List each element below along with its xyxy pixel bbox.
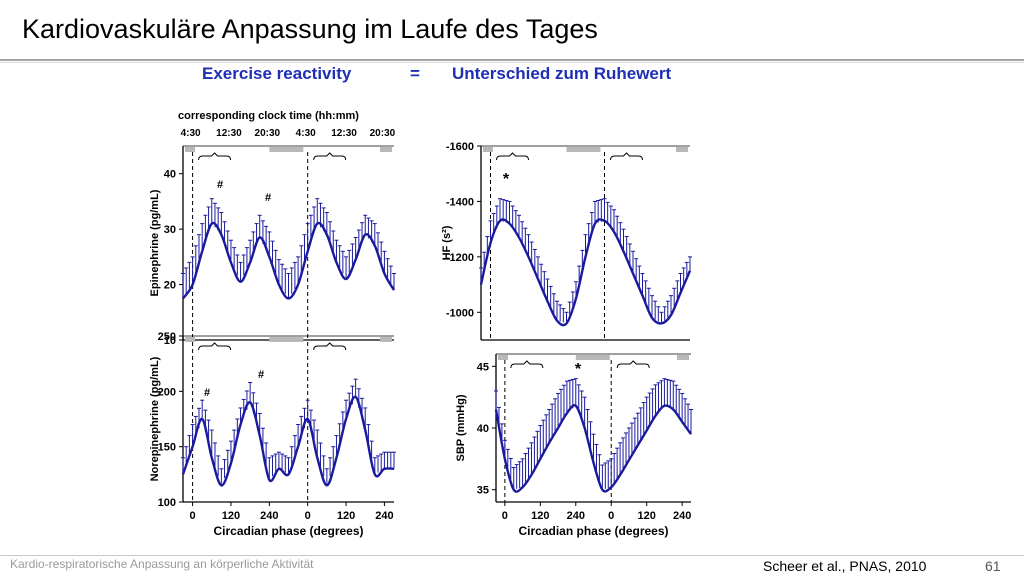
headline-equals: = <box>410 64 420 83</box>
x-tick-label: 120 <box>337 510 355 522</box>
x-tick-label: 0 <box>502 510 508 522</box>
y-tick-label: 10 <box>164 335 176 347</box>
top-tick-label: 4:30 <box>181 128 201 139</box>
y-tick-label: 40 <box>164 169 176 181</box>
x-axis-label: Circadian phase (degrees) <box>518 524 668 538</box>
significance-marker: # <box>258 369 264 381</box>
y-tick-label: 200 <box>158 386 176 398</box>
y-tick-label: 45 <box>477 361 489 373</box>
top-tick-label: 12:30 <box>216 128 242 139</box>
significance-marker: # <box>217 179 223 191</box>
y-axis-label: Epinephrine (pg/mL) <box>149 189 161 296</box>
sleep-bar <box>566 147 601 152</box>
y-tick-label: -1000 <box>446 307 474 319</box>
title-divider <box>0 59 1024 61</box>
y-tick-label: 40 <box>477 423 489 435</box>
footer-divider <box>0 555 1024 556</box>
x-tick-label: 0 <box>190 510 196 522</box>
page-number: 61 <box>985 558 1001 574</box>
sleep-bar <box>380 147 392 152</box>
sleep-bar <box>185 147 195 152</box>
significance-marker: # <box>265 192 271 204</box>
y-tick-label: 35 <box>477 485 489 497</box>
title-divider-thin <box>0 62 1024 63</box>
top-axis-label: corresponding clock time (hh:mm) <box>178 110 359 122</box>
exercise-brace <box>198 152 232 161</box>
sleep-bar <box>269 337 304 342</box>
top-tick-label: 4:30 <box>296 128 316 139</box>
sleep-bar <box>269 147 304 152</box>
x-tick-label: 240 <box>673 510 691 522</box>
footer-course-title: Kardio-respiratorische Anpassung an körp… <box>10 557 314 571</box>
exercise-brace <box>313 342 347 351</box>
y-axis-label: Norepinephrine (pg/mL) <box>149 356 161 481</box>
y-tick-label: 250 <box>158 331 176 343</box>
exercise-brace <box>313 152 347 161</box>
y-tick-label: -1400 <box>446 196 474 208</box>
x-tick-label: 120 <box>638 510 656 522</box>
sleep-bar <box>498 355 508 360</box>
top-tick-label: 20:30 <box>255 128 281 139</box>
mean-curve <box>494 404 692 493</box>
figure-panel: 10 20 30 40 # # Epinephrine (pg/mL) correspondi… <box>140 96 700 556</box>
y-tick-label: 100 <box>158 497 176 509</box>
sleep-bar <box>483 147 493 152</box>
x-tick-label: 120 <box>531 510 549 522</box>
x-tick-label: 120 <box>222 510 240 522</box>
mean-curve <box>181 395 395 487</box>
x-tick-label: 240 <box>260 510 278 522</box>
x-tick-label: 0 <box>608 510 614 522</box>
y-tick-label: -1600 <box>446 141 474 153</box>
sleep-bar <box>677 355 689 360</box>
exercise-brace <box>510 360 544 369</box>
y-tick-label: 20 <box>164 280 176 292</box>
x-tick-label: 0 <box>305 510 311 522</box>
y-tick-label: -1200 <box>446 252 474 264</box>
exercise-brace <box>198 342 232 351</box>
mean-curve <box>479 218 692 327</box>
sleep-bar <box>676 147 688 152</box>
sleep-bar <box>185 337 195 342</box>
y-axis-label: SBP (mmHg) <box>455 394 467 461</box>
top-tick-label: 12:30 <box>331 128 357 139</box>
y-tick-label: 150 <box>158 442 176 454</box>
figure-svg: 10 20 30 40 # # Epinephrine (pg/mL) correspondi… <box>149 110 693 538</box>
top-tick-label: 20:30 <box>370 128 396 139</box>
significance-marker: # <box>204 387 210 399</box>
x-tick-label: 240 <box>375 510 393 522</box>
exercise-brace <box>496 152 529 161</box>
sleep-bar <box>575 355 610 360</box>
exercise-brace <box>616 360 650 369</box>
x-tick-label: 240 <box>567 510 585 522</box>
significance-marker: * <box>503 171 510 188</box>
headline-exercise-reactivity: Exercise reactivity <box>202 64 352 83</box>
mean-curve <box>182 221 396 300</box>
slide-title: Kardiovaskuläre Anpassung im Laufe des T… <box>22 14 598 44</box>
significance-marker: * <box>575 361 582 378</box>
sleep-bar <box>380 337 392 342</box>
y-tick-label: 30 <box>164 224 176 236</box>
citation: Scheer et al., PNAS, 2010 <box>763 558 927 574</box>
x-axis-label: Circadian phase (degrees) <box>213 524 363 538</box>
y-axis-label: HF (s²) <box>441 225 453 260</box>
headline-difference: Unterschied zum Ruhewert <box>452 64 672 83</box>
exercise-brace <box>610 152 643 161</box>
